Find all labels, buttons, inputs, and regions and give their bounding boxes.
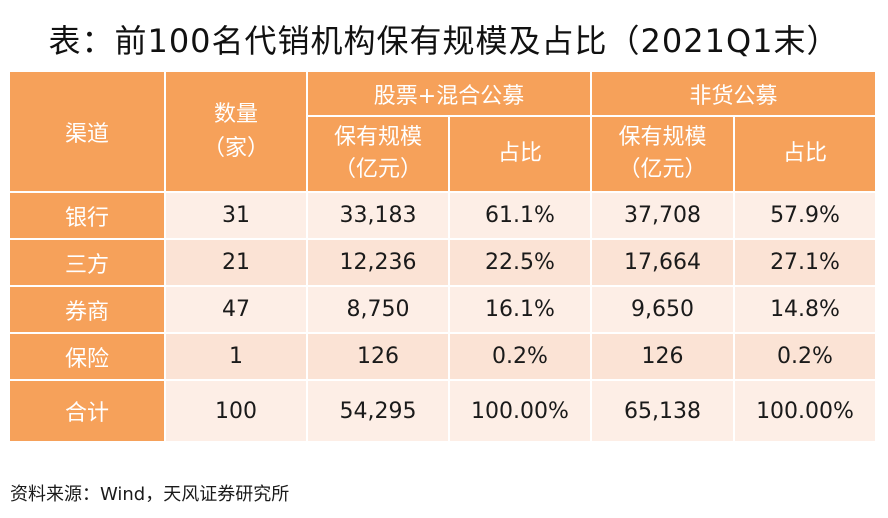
distribution-table: 渠道 数量 （家） 股票+混合公募 非货公募 保有规模 （亿元） 占比 保有规模… bbox=[10, 72, 878, 443]
table-row: 三方 21 12,236 22.5% 17,664 27.1% bbox=[10, 239, 878, 287]
row-channel: 三方 bbox=[10, 239, 166, 287]
row-nonmoney-scale: 17,664 bbox=[591, 239, 735, 287]
row-count: 47 bbox=[165, 286, 308, 334]
header-group-equity: 股票+混合公募 bbox=[307, 72, 592, 117]
row-equity-share: 0.2% bbox=[449, 333, 592, 381]
row-nonmoney-share: 27.1% bbox=[734, 239, 878, 287]
row-equity-scale: 33,183 bbox=[307, 192, 450, 240]
row-nonmoney-share: 14.8% bbox=[734, 286, 878, 334]
table-row: 券商 47 8,750 16.1% 9,650 14.8% bbox=[10, 286, 878, 334]
table-row-total: 合计 100 54,295 100.00% 65,138 100.00% bbox=[10, 380, 878, 443]
row-nonmoney-share: 100.00% bbox=[734, 380, 878, 443]
row-channel: 合计 bbox=[10, 380, 166, 443]
row-count: 100 bbox=[165, 380, 308, 443]
table-title: 表：前100名代销机构保有规模及占比（2021Q1末） bbox=[48, 22, 840, 60]
row-nonmoney-scale: 37,708 bbox=[591, 192, 735, 240]
row-equity-scale: 12,236 bbox=[307, 239, 450, 287]
row-nonmoney-share: 0.2% bbox=[734, 333, 878, 381]
header-equity-scale-line1: 保有规模 bbox=[333, 125, 422, 150]
row-channel: 保险 bbox=[10, 333, 166, 381]
row-nonmoney-scale: 9,650 bbox=[591, 286, 735, 334]
header-nonmoney-share: 占比 bbox=[734, 116, 878, 193]
row-channel: 银行 bbox=[10, 192, 166, 240]
row-equity-share: 16.1% bbox=[449, 286, 592, 334]
row-equity-scale: 54,295 bbox=[307, 380, 450, 443]
row-equity-share: 22.5% bbox=[449, 239, 592, 287]
header-nonmoney-scale-line1: 保有规模 bbox=[618, 125, 707, 150]
row-equity-share: 61.1% bbox=[449, 192, 592, 240]
row-count: 1 bbox=[165, 333, 308, 381]
row-nonmoney-share: 57.9% bbox=[734, 192, 878, 240]
row-equity-scale: 126 bbox=[307, 333, 450, 381]
table-row: 银行 31 33,183 61.1% 37,708 57.9% bbox=[10, 192, 878, 240]
table-row: 保险 1 126 0.2% 126 0.2% bbox=[10, 333, 878, 381]
header-equity-share: 占比 bbox=[449, 116, 592, 193]
row-equity-share: 100.00% bbox=[449, 380, 592, 443]
row-count: 21 bbox=[165, 239, 308, 287]
header-nonmoney-scale: 保有规模 （亿元） bbox=[591, 116, 735, 193]
header-nonmoney-scale-line2: （亿元） bbox=[618, 157, 707, 182]
header-equity-scale: 保有规模 （亿元） bbox=[307, 116, 450, 193]
header-count: 数量 （家） bbox=[165, 72, 308, 193]
row-nonmoney-scale: 126 bbox=[591, 333, 735, 381]
row-equity-scale: 8,750 bbox=[307, 286, 450, 334]
header-equity-scale-line2: （亿元） bbox=[333, 157, 422, 182]
row-nonmoney-scale: 65,138 bbox=[591, 380, 735, 443]
header-count-line2: （家） bbox=[202, 135, 269, 161]
source-note: 资料来源：Wind，天风证券研究所 bbox=[10, 484, 290, 505]
header-count-line1: 数量 bbox=[213, 101, 258, 127]
header-channel: 渠道 bbox=[10, 72, 166, 193]
header-group-nonmoney: 非货公募 bbox=[591, 72, 878, 117]
row-count: 31 bbox=[165, 192, 308, 240]
row-channel: 券商 bbox=[10, 286, 166, 334]
